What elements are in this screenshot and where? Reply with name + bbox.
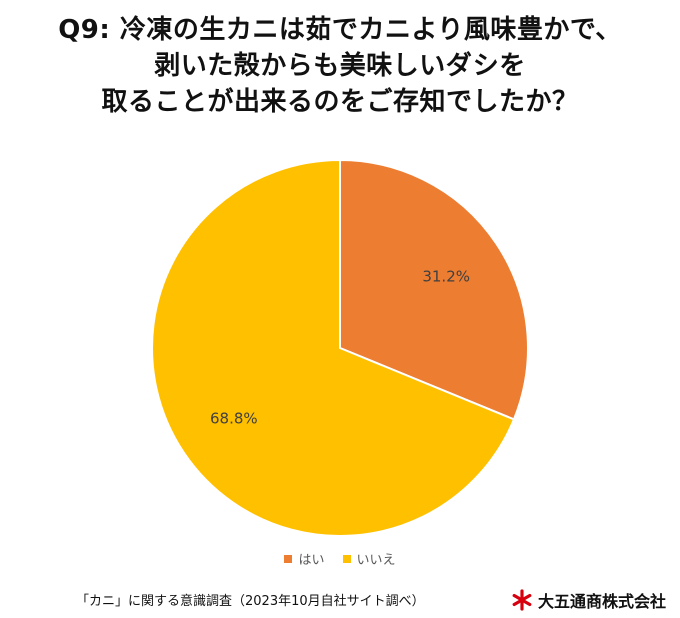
pie-slice-yes (339, 158, 529, 421)
legend-swatch-no (342, 554, 351, 563)
legend-label-yes: はい (298, 553, 325, 568)
title-line-2: 剥いた殻からも美味しいダシを (154, 51, 526, 81)
survey-footnote: 「カニ」に関する意識調査（2023年10月自社サイト調べ） (76, 594, 425, 609)
asterisk-logo-icon (512, 589, 532, 611)
data-label-yes: 31.2% (422, 267, 470, 285)
data-label-no: 68.8% (210, 410, 258, 428)
brand-name: 大五通商株式会社 (537, 592, 666, 611)
title-line-1: Q9: 冷凍の生カニは茹でカニより風味豊かで、 (58, 15, 622, 45)
title-line-3: 取ることが出来るのをご存知でしたか？ (101, 87, 579, 117)
legend-label-no: いいえ (356, 553, 396, 568)
legend-swatch-yes (284, 554, 293, 563)
chart-title: Q9: 冷凍の生カニは茹でカニより風味豊かで、 剥いた殻からも美味しいダシを 取… (0, 12, 680, 120)
legend-item-yes: はい (284, 549, 325, 568)
legend: はい いいえ (0, 549, 680, 568)
brand: 大五通商株式会社 (511, 588, 666, 612)
pie-slice-no (151, 158, 516, 537)
legend-item-no: いいえ (342, 549, 396, 568)
